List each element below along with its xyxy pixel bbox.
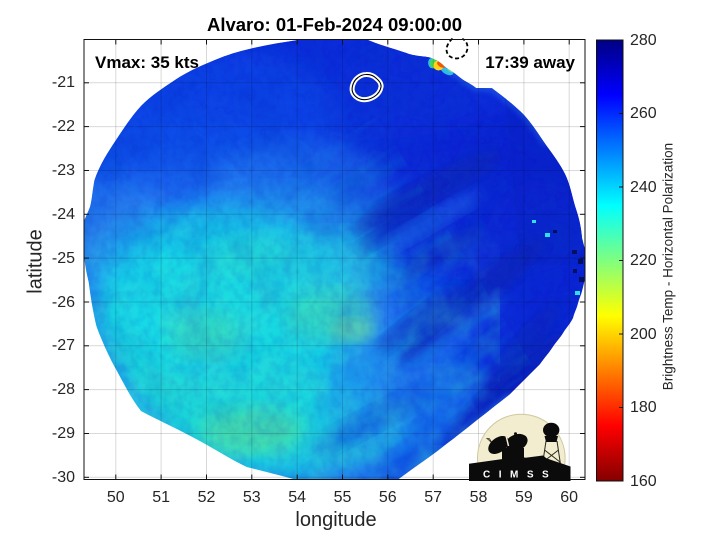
svg-text:CIMSS: CIMSS — [483, 470, 557, 481]
